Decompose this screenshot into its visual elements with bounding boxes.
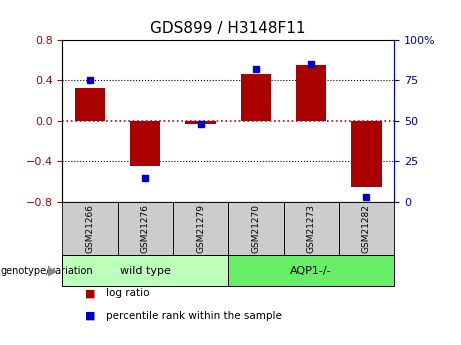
Text: percentile rank within the sample: percentile rank within the sample — [106, 311, 282, 321]
Text: GSM21279: GSM21279 — [196, 204, 205, 253]
Text: GSM21266: GSM21266 — [85, 204, 95, 253]
Text: ▶: ▶ — [48, 264, 58, 277]
Text: GSM21276: GSM21276 — [141, 204, 150, 253]
Title: GDS899 / H3148F11: GDS899 / H3148F11 — [150, 21, 306, 36]
Bar — [75, 88, 105, 121]
Text: AQP1-/-: AQP1-/- — [290, 266, 332, 276]
Bar — [185, 121, 216, 124]
Bar — [130, 121, 160, 166]
Text: wild type: wild type — [120, 266, 171, 276]
Text: ■: ■ — [85, 288, 96, 298]
Bar — [241, 74, 271, 121]
Text: GSM21282: GSM21282 — [362, 204, 371, 253]
Bar — [351, 121, 382, 187]
Text: log ratio: log ratio — [106, 288, 149, 298]
Bar — [296, 65, 326, 121]
Text: genotype/variation: genotype/variation — [0, 266, 93, 276]
Text: GSM21270: GSM21270 — [251, 204, 260, 253]
Text: GSM21273: GSM21273 — [307, 204, 316, 253]
Text: ■: ■ — [85, 311, 96, 321]
